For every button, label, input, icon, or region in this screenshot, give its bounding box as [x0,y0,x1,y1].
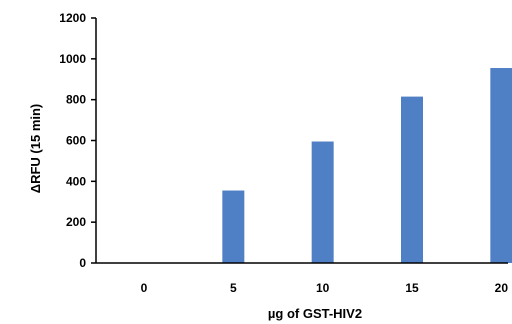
x-axis-ticks: 0 5 10 15 20 [141,281,509,295]
x-axis-title: µg of GST-HIV2 [268,306,362,321]
y-tick-label: 600 [66,134,86,148]
x-tick-label: 5 [230,281,237,295]
y-tick-label: 1000 [59,52,86,66]
x-tick-label: 20 [495,281,509,295]
x-tick-label: 10 [316,281,330,295]
y-tick-label: 0 [79,256,86,270]
bar-15 [401,96,423,264]
y-tick-label: 400 [66,174,86,188]
y-axis-ticks: 0 200 400 600 800 1000 1200 [59,11,96,270]
bars [222,68,512,264]
bar-5 [222,190,245,263]
y-tick-label: 800 [66,93,86,107]
bar-20 [490,68,512,263]
y-axis-title: ΔRFU (15 min) [28,104,43,194]
bar-10 [311,141,334,263]
x-tick-label: 0 [141,281,148,295]
y-tick-label: 200 [66,215,86,229]
x-tick-label: 15 [405,281,419,295]
y-tick-label: 1200 [59,11,86,25]
